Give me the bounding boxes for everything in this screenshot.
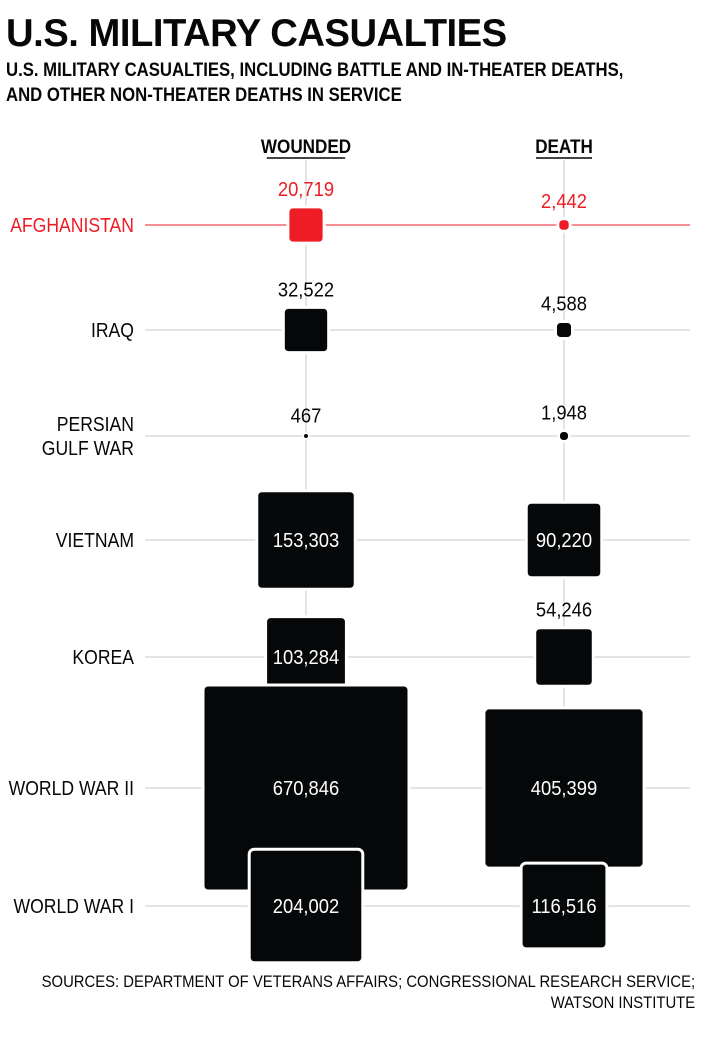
value-label-wounded: 204,002 <box>273 896 339 918</box>
square-death <box>556 217 572 233</box>
square-wounded <box>247 847 365 965</box>
square-death <box>553 319 575 341</box>
chart-title: U.S. MILITARY CASUALTIES <box>6 12 507 55</box>
value-label-death: 90,220 <box>536 530 592 552</box>
square-wounded <box>255 489 357 591</box>
row-label: GULF WAR <box>42 437 134 459</box>
value-label-death: 2,442 <box>541 191 587 213</box>
value-label-death: 116,516 <box>531 896 596 918</box>
square-death <box>524 500 604 580</box>
source-line-2: WATSON INSTITUTE <box>550 994 695 1012</box>
subtitle-line-1: U.S. MILITARY CASUALTIES, INCLUDING BATT… <box>6 60 624 81</box>
column-header-death: DEATH <box>535 136 593 157</box>
value-label-death: 4,588 <box>541 294 587 316</box>
column-header-wounded: WOUNDED <box>261 136 351 157</box>
row-label: PERSIAN <box>57 413 134 435</box>
square-death <box>519 861 609 951</box>
value-label-wounded: 467 <box>291 406 322 428</box>
value-label-death: 1,948 <box>541 403 587 425</box>
chart-subtitle: U.S. MILITARY CASUALTIES, INCLUDING BATT… <box>6 58 624 108</box>
row-label: KOREA <box>72 646 134 668</box>
source-note: SOURCES: DEPARTMENT OF VETERANS AFFAIRS;… <box>41 972 695 1014</box>
value-label-death: 405,399 <box>531 778 597 800</box>
subtitle-line-2: AND OTHER NON-THEATER DEATHS IN SERVICE <box>6 85 402 106</box>
square-death <box>533 626 595 688</box>
value-label-wounded: 153,303 <box>273 530 339 552</box>
value-label-wounded: 32,522 <box>278 280 334 302</box>
value-label-wounded: 670,846 <box>273 778 339 800</box>
value-label-wounded: 20,719 <box>278 179 334 201</box>
value-label-death: 54,246 <box>536 600 592 622</box>
square-wounded <box>302 432 310 440</box>
square-wounded <box>286 205 326 245</box>
row-label: AFGHANISTAN <box>10 214 134 236</box>
row-label: WORLD WAR I <box>13 895 134 917</box>
source-line-1: SOURCES: DEPARTMENT OF VETERANS AFFAIRS;… <box>41 973 695 991</box>
row-label: WORLD WAR II <box>9 777 134 799</box>
square-wounded <box>281 305 331 355</box>
square-death <box>556 428 572 444</box>
row-label: VIETNAM <box>56 529 134 551</box>
value-label-wounded: 103,284 <box>273 647 340 669</box>
row-label: IRAQ <box>91 319 134 341</box>
